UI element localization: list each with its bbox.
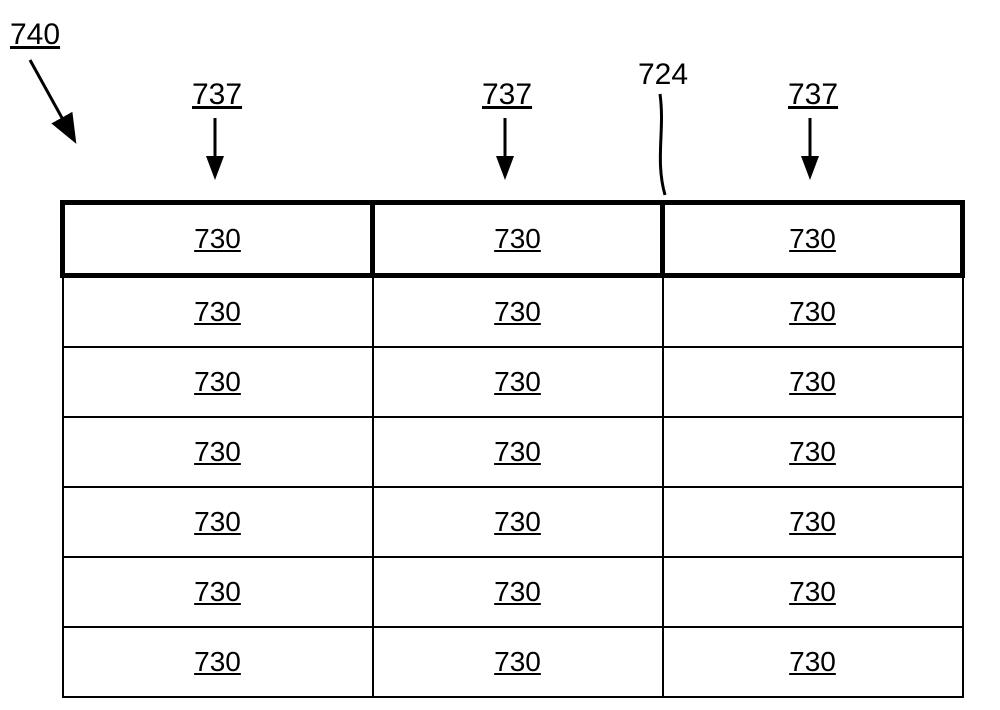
reference-table: 730 730 730 730 730 730 730 730 730 730 … xyxy=(60,200,960,698)
table-cell: 730 xyxy=(663,276,963,348)
table-row: 730 730 730 xyxy=(63,487,963,557)
table-cell: 730 xyxy=(373,276,663,348)
col-header-label-3: 737 xyxy=(788,78,838,112)
table-row: 730 730 730 xyxy=(63,203,963,276)
table-row: 730 730 730 xyxy=(63,417,963,487)
table-cell: 730 xyxy=(373,417,663,487)
table-cell: 730 xyxy=(63,627,373,697)
table-row: 730 730 730 xyxy=(63,276,963,348)
table-cell: 730 xyxy=(373,557,663,627)
table-cell: 730 xyxy=(663,557,963,627)
table-cell: 730 xyxy=(663,487,963,557)
diagram-canvas: { "diagram": { "type": "table", "backgro… xyxy=(0,0,1000,710)
leader-724 xyxy=(660,94,665,195)
ref-label-740: 740 xyxy=(10,18,60,52)
table-cell: 730 xyxy=(63,557,373,627)
table-cell: 730 xyxy=(663,347,963,417)
table-row: 730 730 730 xyxy=(63,627,963,697)
table-row: 730 730 730 xyxy=(63,557,963,627)
table-cell: 730 xyxy=(63,487,373,557)
table-cell: 730 xyxy=(63,417,373,487)
table-cell: 730 xyxy=(63,276,373,348)
col-header-label-2: 737 xyxy=(482,78,532,112)
table-row: 730 730 730 xyxy=(63,347,963,417)
leader-arrow-740 xyxy=(30,60,72,136)
table-cell: 730 xyxy=(663,203,963,276)
ref-label-724: 724 xyxy=(638,58,688,92)
col-header-label-1: 737 xyxy=(192,78,242,112)
table-cell: 730 xyxy=(373,487,663,557)
table: 730 730 730 730 730 730 730 730 730 730 … xyxy=(60,200,965,698)
table-cell: 730 xyxy=(63,347,373,417)
table-cell: 730 xyxy=(373,627,663,697)
table-cell: 730 xyxy=(663,627,963,697)
table-cell: 730 xyxy=(663,417,963,487)
table-cell: 730 xyxy=(373,203,663,276)
table-cell: 730 xyxy=(63,203,373,276)
table-cell: 730 xyxy=(373,347,663,417)
